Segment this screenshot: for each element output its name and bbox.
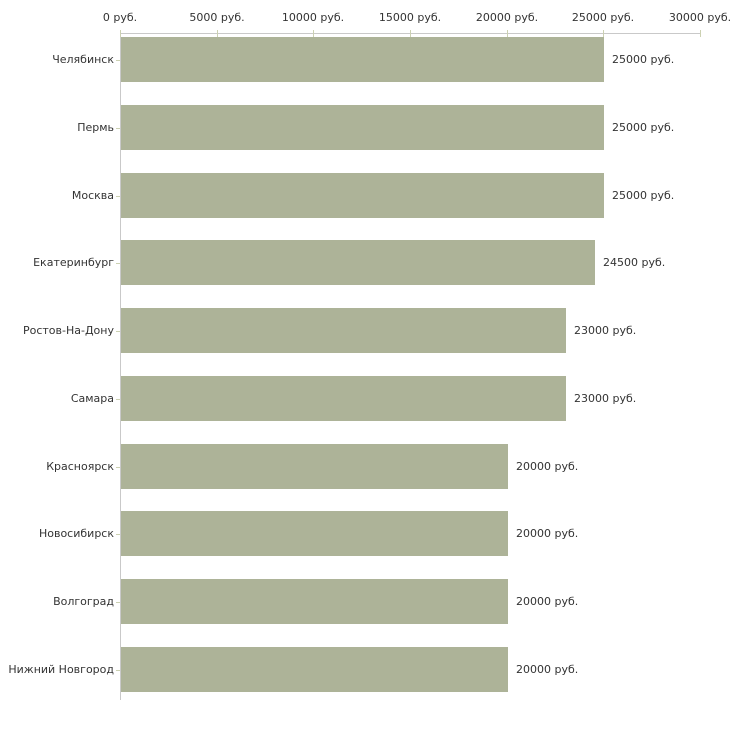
value-label: 25000 руб. xyxy=(612,189,675,202)
category-label: Ростов-На-Дону xyxy=(22,324,114,337)
category-label: Москва xyxy=(71,189,114,202)
x-tick-mark xyxy=(313,30,314,37)
x-tick-mark xyxy=(410,30,411,37)
x-tick-mark xyxy=(120,30,121,37)
x-tick-label: 10000 руб. xyxy=(281,11,345,24)
x-tick-mark xyxy=(217,30,218,37)
bar xyxy=(121,444,508,489)
bar xyxy=(121,647,508,692)
y-axis-line xyxy=(120,33,121,700)
y-tick-mark xyxy=(116,670,120,671)
y-tick-mark xyxy=(116,60,120,61)
category-label: Волгоград xyxy=(53,595,114,608)
bar xyxy=(121,376,566,421)
x-tick-label: 30000 руб. xyxy=(668,11,730,24)
category-label: Самара xyxy=(70,392,114,405)
value-label: 20000 руб. xyxy=(516,595,579,608)
y-tick-mark xyxy=(116,196,120,197)
x-tick-label: 5000 руб. xyxy=(189,11,245,24)
x-tick-mark xyxy=(603,30,604,37)
bar xyxy=(121,37,604,82)
value-label: 24500 руб. xyxy=(603,256,666,269)
category-label: Пермь xyxy=(77,121,114,134)
category-label: Екатеринбург xyxy=(33,256,114,269)
y-tick-mark xyxy=(116,534,120,535)
value-label: 20000 руб. xyxy=(516,663,579,676)
category-label: Красноярск xyxy=(46,460,114,473)
category-label: Нижний Новгород xyxy=(8,663,114,676)
category-label: Челябинск xyxy=(52,53,114,66)
value-label: 25000 руб. xyxy=(612,53,675,66)
y-tick-mark xyxy=(116,128,120,129)
y-tick-mark xyxy=(116,399,120,400)
bar xyxy=(121,105,604,150)
value-label: 23000 руб. xyxy=(574,392,637,405)
category-label: Новосибирск xyxy=(38,527,114,540)
value-label: 25000 руб. xyxy=(612,121,675,134)
bar xyxy=(121,240,595,285)
bar xyxy=(121,308,566,353)
value-label: 20000 руб. xyxy=(516,527,579,540)
x-tick-label: 15000 руб. xyxy=(378,11,442,24)
bar xyxy=(121,511,508,556)
bar xyxy=(121,579,508,624)
x-tick-mark xyxy=(700,30,701,37)
x-tick-label: 20000 руб. xyxy=(475,11,539,24)
value-label: 23000 руб. xyxy=(574,324,637,337)
value-label: 20000 руб. xyxy=(516,460,579,473)
y-tick-mark xyxy=(116,602,120,603)
x-tick-label: 0 руб. xyxy=(102,11,138,24)
bar xyxy=(121,173,604,218)
x-tick-label: 25000 руб. xyxy=(571,11,635,24)
x-tick-mark xyxy=(507,30,508,37)
y-tick-mark xyxy=(116,467,120,468)
y-tick-mark xyxy=(116,263,120,264)
y-tick-mark xyxy=(116,331,120,332)
